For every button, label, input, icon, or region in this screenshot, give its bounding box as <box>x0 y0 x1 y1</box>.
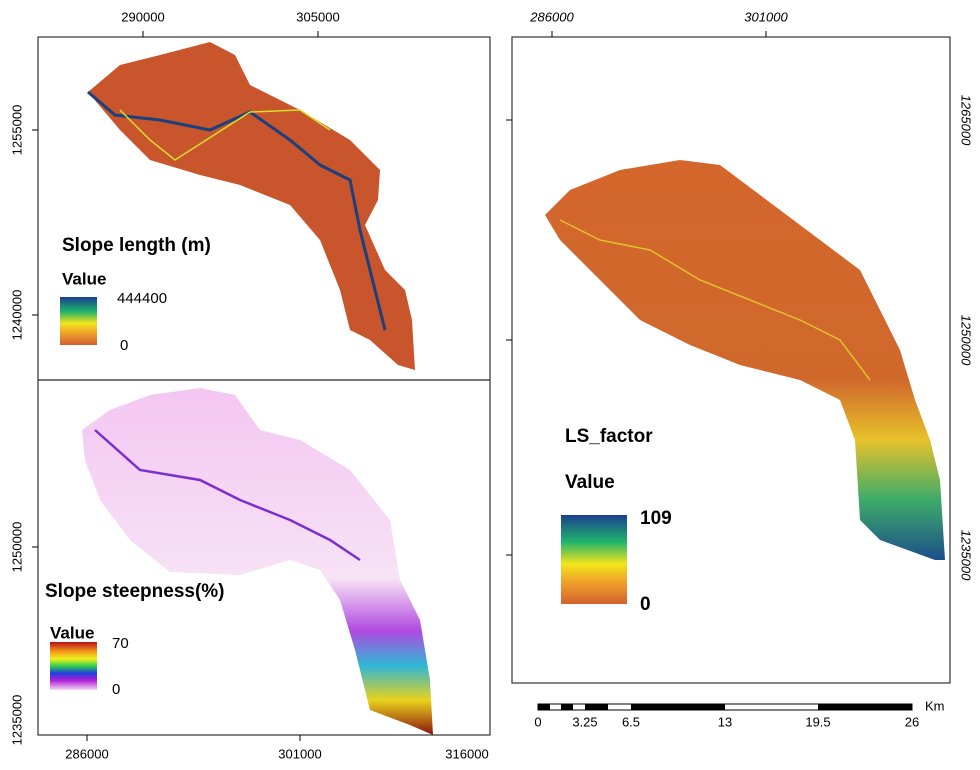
scale-bar-segment <box>561 704 573 710</box>
y-tick-label: 1235000 <box>9 695 24 746</box>
legend-min: 0 <box>120 337 128 354</box>
page: Map panels {"panels": [ {"title": "Slope… <box>0 0 980 770</box>
body: 290000 305000 1255000 1240000 Slope leng… <box>0 0 980 770</box>
scale-bar-segment <box>631 704 725 710</box>
y-tick-label: 1240000 <box>9 290 24 341</box>
legend-min: 0 <box>112 681 120 698</box>
legend-swatch <box>50 642 97 690</box>
watershed <box>545 160 945 560</box>
scale-bar <box>538 704 912 710</box>
scale-label: 0 <box>534 714 541 729</box>
figure: 290000 305000 1255000 1240000 Slope leng… <box>0 0 980 770</box>
watershed <box>82 388 433 735</box>
legend-swatch <box>561 515 627 604</box>
scale-bar-segment <box>818 704 912 710</box>
legend-subtitle: Value <box>50 623 94 642</box>
scale-bar-segment <box>585 704 608 710</box>
y-tick-label: 1255000 <box>9 105 24 156</box>
x-tick-label: 286000 <box>65 746 108 761</box>
legend-title: Slope steepness(%) <box>45 581 225 602</box>
legend-swatch <box>60 297 97 345</box>
watershed <box>88 42 415 370</box>
x-tick-label: 286000 <box>529 9 574 24</box>
scale-label: 6.5 <box>622 714 640 729</box>
x-tick-label: 301000 <box>278 746 321 761</box>
scale-bar-segment <box>538 704 550 710</box>
y-tick-label: 1235000 <box>959 530 974 581</box>
legend-max: 70 <box>112 635 129 652</box>
y-tick-label: 1250000 <box>9 522 24 573</box>
x-tick-label: 305000 <box>296 9 339 24</box>
scale-unit: Km <box>925 698 945 713</box>
legend-subtitle: Value <box>62 269 106 288</box>
scale-label: 3.25 <box>572 714 597 729</box>
x-tick-label: 301000 <box>744 9 788 24</box>
scale-label: 19.5 <box>805 714 830 729</box>
legend-min: 0 <box>640 594 651 615</box>
scale-label: 13 <box>718 714 732 729</box>
scale-label: 26 <box>905 714 919 729</box>
x-tick-label: 290000 <box>121 9 164 24</box>
y-tick-label: 1250000 <box>959 315 974 366</box>
legend-title: LS_factor <box>565 426 653 447</box>
x-tick-label: 316000 <box>445 746 488 761</box>
legend-max: 109 <box>640 508 672 529</box>
legend-max: 444400 <box>117 290 167 307</box>
y-tick-label: 1265000 <box>959 95 974 146</box>
legend-subtitle: Value <box>565 472 615 493</box>
legend-title: Slope length (m) <box>62 235 211 256</box>
